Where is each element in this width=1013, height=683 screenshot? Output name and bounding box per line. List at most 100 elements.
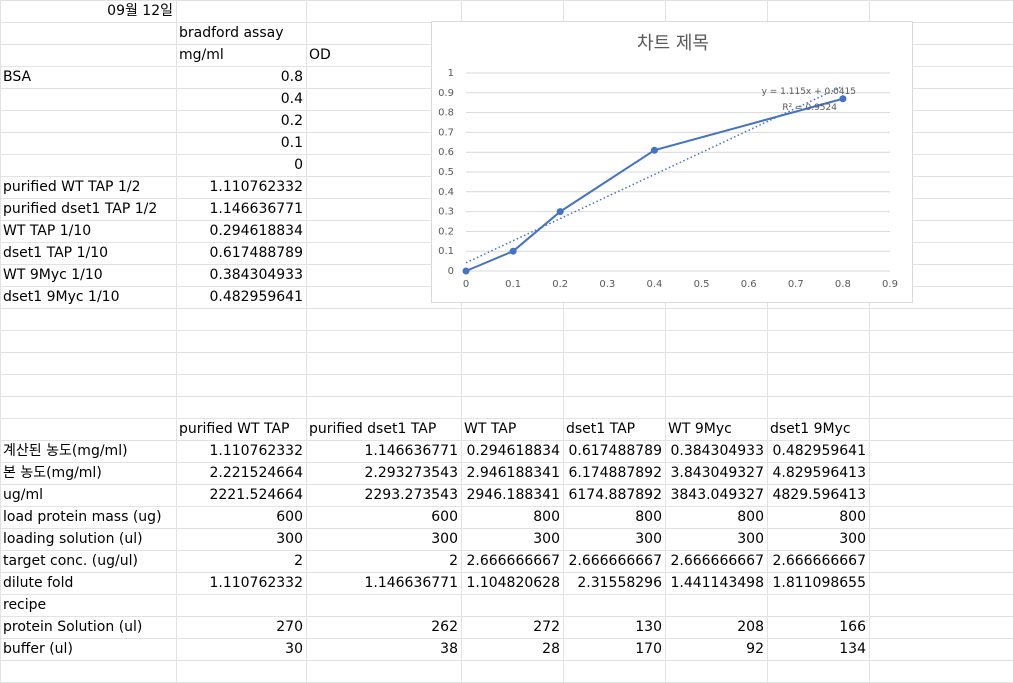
table-value-cell[interactable] [176, 594, 306, 616]
table-value-cell[interactable]: 4.829596413 [772, 465, 866, 481]
sample-label-cell[interactable]: purified dset1 TAP 1/2 [3, 201, 158, 217]
row-label-cell[interactable]: load protein mass (ug) [3, 509, 162, 525]
table-value-cell[interactable]: 1.146636771 [364, 443, 458, 459]
table-value-cell[interactable]: 134 [839, 641, 866, 657]
sample-label-cell[interactable]: WT 9Myc 1/10 [3, 267, 103, 283]
table-value-cell[interactable]: 2.31558296 [577, 575, 662, 591]
table-value-cell[interactable]: 2293.273543 [364, 487, 458, 503]
table-value-cell[interactable]: 2.293273543 [364, 465, 458, 481]
table-value-cell[interactable]: 600 [431, 509, 458, 525]
row-label-cell[interactable]: ug/ml [3, 487, 44, 503]
row-label-cell[interactable]: dilute fold [3, 575, 74, 591]
sample-label-cell[interactable]: purified WT TAP 1/2 [3, 179, 141, 195]
table-value-cell[interactable]: 2946.188341 [466, 487, 560, 503]
standard-cell[interactable]: 0.4 [280, 91, 303, 107]
column-header-cell[interactable]: WT TAP [464, 421, 517, 437]
table-value-cell[interactable]: 166 [839, 619, 866, 635]
table-value-cell[interactable]: 0.617488789 [568, 443, 662, 459]
sample-value-cell[interactable]: 1.110762332 [209, 179, 303, 195]
table-value-cell[interactable]: 300 [635, 531, 662, 547]
x-tick-label: 0.3 [599, 279, 615, 290]
bsa-label-cell[interactable]: BSA [3, 69, 32, 85]
table-value-cell[interactable]: 300 [276, 531, 303, 547]
table-value-cell[interactable] [665, 594, 767, 616]
table-value-cell[interactable]: 28 [542, 641, 560, 657]
table-value-cell[interactable]: 170 [635, 641, 662, 657]
od-header-cell[interactable]: OD [309, 47, 331, 63]
unit-header-cell[interactable]: mg/ml [179, 47, 224, 63]
table-value-cell[interactable]: 300 [533, 531, 560, 547]
table-value-cell[interactable]: 270 [276, 619, 303, 635]
table-value-cell[interactable]: 30 [285, 641, 303, 657]
table-value-cell[interactable]: 1.811098655 [772, 575, 866, 591]
table-value-cell[interactable]: 300 [431, 531, 458, 547]
sample-value-cell[interactable]: 0.384304933 [209, 267, 303, 283]
table-value-cell[interactable]: 1.110762332 [209, 575, 303, 591]
row-label-cell[interactable]: 계산된 농도(mg/ml) [3, 443, 128, 459]
table-value-cell[interactable]: 800 [737, 509, 764, 525]
row-label-cell[interactable]: protein Solution (ul) [3, 619, 143, 635]
table-value-cell[interactable]: 2.666666667 [670, 553, 764, 569]
table-value-cell[interactable]: 0.294618834 [466, 443, 560, 459]
column-header-cell[interactable]: purified dset1 TAP [309, 421, 437, 437]
table-value-cell[interactable]: 300 [737, 531, 764, 547]
sample-label-cell[interactable]: dset1 9Myc 1/10 [3, 289, 120, 305]
sample-value-cell[interactable]: 0.294618834 [209, 223, 303, 239]
table-value-cell[interactable]: 130 [635, 619, 662, 635]
column-header-cell[interactable]: dset1 TAP [566, 421, 636, 437]
table-value-cell[interactable]: 2.666666667 [568, 553, 662, 569]
table-value-cell[interactable]: 1.146636771 [364, 575, 458, 591]
row-label-cell[interactable]: buffer (ul) [3, 641, 73, 657]
table-value-cell[interactable]: 300 [839, 531, 866, 547]
sample-value-cell[interactable]: 0.617488789 [209, 245, 303, 261]
table-value-cell[interactable]: 3843.049327 [670, 487, 764, 503]
row-label-cell[interactable]: loading solution (ul) [3, 531, 143, 547]
standard-cell[interactable]: 0 [294, 157, 303, 173]
table-value-cell[interactable]: 2 [294, 553, 303, 569]
sample-value-cell[interactable]: 0.482959641 [209, 289, 303, 305]
table-value-cell[interactable]: 6.174887892 [568, 465, 662, 481]
table-value-cell[interactable]: 1.441143498 [670, 575, 764, 591]
table-value-cell[interactable]: 1.110762332 [209, 443, 303, 459]
table-value-cell[interactable]: 2 [449, 553, 458, 569]
assay-title-cell[interactable]: bradford assay [179, 25, 284, 41]
standard-cell[interactable]: 0.8 [280, 69, 303, 85]
row-label-cell[interactable]: recipe [3, 597, 47, 613]
table-value-cell[interactable]: 0.384304933 [670, 443, 764, 459]
table-value-cell[interactable]: 2.666666667 [772, 553, 866, 569]
table-value-cell[interactable]: 0.482959641 [772, 443, 866, 459]
table-value-cell[interactable]: 600 [276, 509, 303, 525]
table-value-cell[interactable]: 1.104820628 [466, 575, 560, 591]
row-label-cell[interactable]: 본 농도(mg/ml) [3, 465, 102, 481]
column-header-cell[interactable]: WT 9Myc [668, 421, 732, 437]
table-value-cell[interactable]: 2.946188341 [466, 465, 560, 481]
table-value-cell[interactable]: 2221.524664 [209, 487, 303, 503]
table-value-cell[interactable]: 800 [533, 509, 560, 525]
table-value-cell[interactable]: 262 [431, 619, 458, 635]
table-value-cell[interactable]: 3.843049327 [670, 465, 764, 481]
scatter-chart[interactable]: 차트 제목 0 0.1 0.2 0.3 0.4 0.5 0.6 0.7 0.8 0.9 1 0 0.1 0.… [431, 21, 913, 303]
table-value-cell[interactable] [306, 594, 461, 616]
column-header-cell[interactable]: dset1 9Myc [770, 421, 851, 437]
column-header-cell[interactable]: purified WT TAP [179, 421, 290, 437]
table-value-cell[interactable]: 6174.887892 [568, 487, 662, 503]
standard-cell[interactable]: 0.1 [280, 135, 303, 151]
date-cell[interactable]: 09월 12일 [107, 3, 173, 19]
table-value-cell[interactable]: 800 [635, 509, 662, 525]
table-value-cell[interactable]: 208 [737, 619, 764, 635]
table-value-cell[interactable] [563, 594, 665, 616]
table-value-cell[interactable] [767, 594, 869, 616]
table-value-cell[interactable]: 4829.596413 [772, 487, 866, 503]
row-label-cell[interactable]: target conc. (ug/ul) [3, 553, 138, 569]
sample-label-cell[interactable]: WT TAP 1/10 [3, 223, 92, 239]
sample-value-cell[interactable]: 1.146636771 [209, 201, 303, 217]
table-value-cell[interactable]: 38 [440, 641, 458, 657]
table-value-cell[interactable] [461, 594, 563, 616]
sample-label-cell[interactable]: dset1 TAP 1/10 [3, 245, 109, 261]
table-value-cell[interactable]: 92 [746, 641, 764, 657]
table-value-cell[interactable]: 2.666666667 [466, 553, 560, 569]
standard-cell[interactable]: 0.2 [280, 113, 303, 129]
table-value-cell[interactable]: 2.221524664 [209, 465, 303, 481]
table-value-cell[interactable]: 272 [533, 619, 560, 635]
table-value-cell[interactable]: 800 [839, 509, 866, 525]
